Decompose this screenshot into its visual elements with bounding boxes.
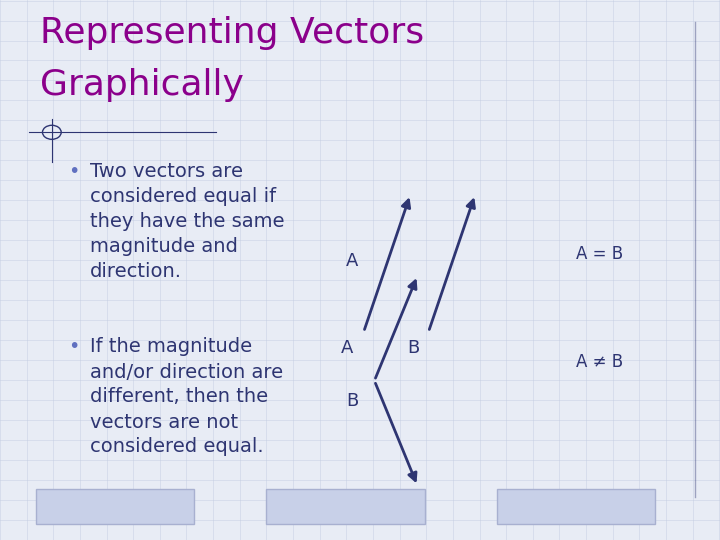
Text: A ≠ B: A ≠ B <box>576 353 623 371</box>
Text: B: B <box>346 392 359 409</box>
Text: Two vectors are
considered equal if
they have the same
magnitude and
direction.: Two vectors are considered equal if they… <box>90 162 284 281</box>
Text: B: B <box>407 339 419 357</box>
Text: A = B: A = B <box>576 245 623 263</box>
Bar <box>497 489 655 524</box>
Text: If the magnitude
and/or direction are
different, then the
vectors are not
consid: If the magnitude and/or direction are di… <box>90 338 283 456</box>
Text: •: • <box>68 338 80 356</box>
Bar <box>36 489 194 524</box>
Text: Graphically: Graphically <box>40 68 243 102</box>
Text: A: A <box>346 252 359 270</box>
Text: Representing Vectors: Representing Vectors <box>40 16 424 50</box>
Text: A: A <box>341 339 353 357</box>
Bar <box>266 489 425 524</box>
Text: •: • <box>68 162 80 181</box>
